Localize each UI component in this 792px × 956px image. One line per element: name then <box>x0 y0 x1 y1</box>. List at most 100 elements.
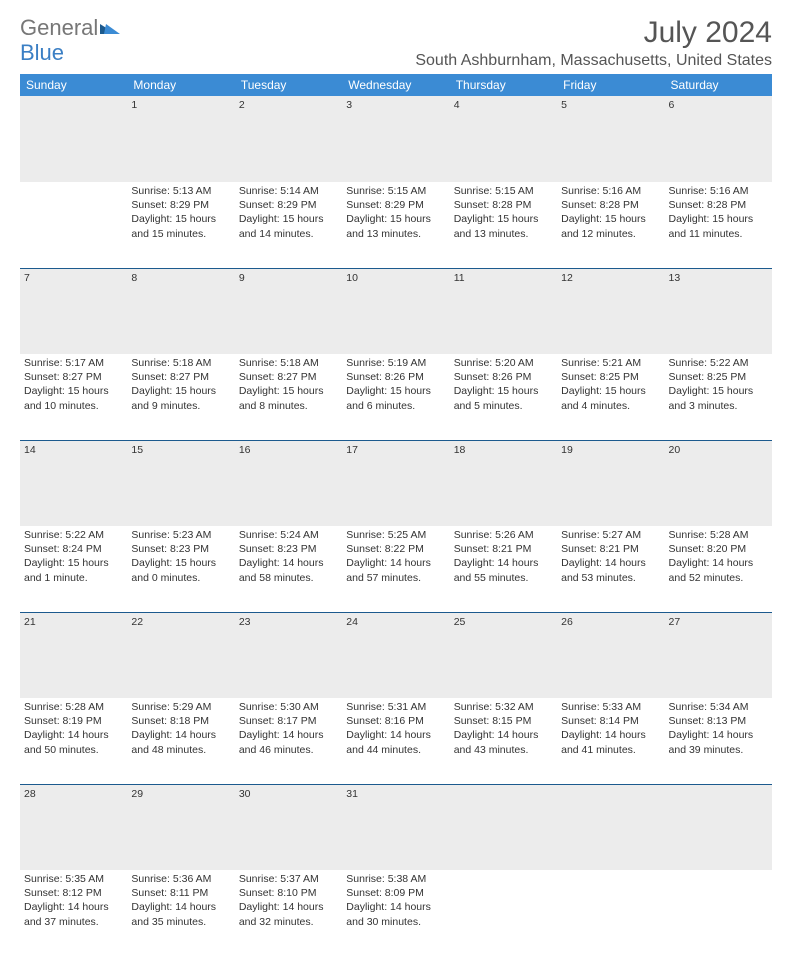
sunset: Sunset: 8:28 PM <box>669 198 768 212</box>
sunset: Sunset: 8:23 PM <box>131 542 230 556</box>
sunrise: Sunrise: 5:22 AM <box>669 356 768 370</box>
day-cell: Sunrise: 5:34 AMSunset: 8:13 PMDaylight:… <box>665 698 772 784</box>
day-number <box>450 784 557 870</box>
sunrise: Sunrise: 5:27 AM <box>561 528 660 542</box>
header: General Blue July 2024 South Ashburnham,… <box>20 16 772 70</box>
day-cell: Sunrise: 5:24 AMSunset: 8:23 PMDaylight:… <box>235 526 342 612</box>
daylight: Daylight: 14 hours and 50 minutes. <box>24 728 123 756</box>
weekday-header: Wednesday <box>342 74 449 96</box>
daylight: Daylight: 15 hours and 9 minutes. <box>131 384 230 412</box>
day-cell: Sunrise: 5:20 AMSunset: 8:26 PMDaylight:… <box>450 354 557 440</box>
daylight: Daylight: 15 hours and 5 minutes. <box>454 384 553 412</box>
week-row: Sunrise: 5:28 AMSunset: 8:19 PMDaylight:… <box>20 698 772 784</box>
daylight: Daylight: 14 hours and 55 minutes. <box>454 556 553 584</box>
sunrise: Sunrise: 5:23 AM <box>131 528 230 542</box>
day-number: 11 <box>450 268 557 354</box>
week-row: Sunrise: 5:22 AMSunset: 8:24 PMDaylight:… <box>20 526 772 612</box>
sunrise: Sunrise: 5:18 AM <box>131 356 230 370</box>
day-number: 26 <box>557 612 664 698</box>
day-cell: Sunrise: 5:25 AMSunset: 8:22 PMDaylight:… <box>342 526 449 612</box>
sunrise: Sunrise: 5:28 AM <box>669 528 768 542</box>
day-number-row: 123456 <box>20 96 772 182</box>
sunrise: Sunrise: 5:22 AM <box>24 528 123 542</box>
sunset: Sunset: 8:10 PM <box>239 886 338 900</box>
day-number: 21 <box>20 612 127 698</box>
sunset: Sunset: 8:27 PM <box>239 370 338 384</box>
daylight: Daylight: 15 hours and 13 minutes. <box>346 212 445 240</box>
sunset: Sunset: 8:29 PM <box>346 198 445 212</box>
sunset: Sunset: 8:25 PM <box>669 370 768 384</box>
daylight: Daylight: 15 hours and 10 minutes. <box>24 384 123 412</box>
day-number: 15 <box>127 440 234 526</box>
sunset: Sunset: 8:21 PM <box>454 542 553 556</box>
week-row: Sunrise: 5:17 AMSunset: 8:27 PMDaylight:… <box>20 354 772 440</box>
daylight: Daylight: 15 hours and 13 minutes. <box>454 212 553 240</box>
sunrise: Sunrise: 5:18 AM <box>239 356 338 370</box>
sunrise: Sunrise: 5:32 AM <box>454 700 553 714</box>
day-number: 13 <box>665 268 772 354</box>
daylight: Daylight: 15 hours and 1 minute. <box>24 556 123 584</box>
sunset: Sunset: 8:26 PM <box>346 370 445 384</box>
sunset: Sunset: 8:24 PM <box>24 542 123 556</box>
day-number-row: 14151617181920 <box>20 440 772 526</box>
day-cell: Sunrise: 5:32 AMSunset: 8:15 PMDaylight:… <box>450 698 557 784</box>
day-number-row: 21222324252627 <box>20 612 772 698</box>
sunrise: Sunrise: 5:38 AM <box>346 872 445 886</box>
sunset: Sunset: 8:16 PM <box>346 714 445 728</box>
day-number: 24 <box>342 612 449 698</box>
day-number: 17 <box>342 440 449 526</box>
sunrise: Sunrise: 5:20 AM <box>454 356 553 370</box>
sunset: Sunset: 8:14 PM <box>561 714 660 728</box>
sunrise: Sunrise: 5:14 AM <box>239 184 338 198</box>
sunset: Sunset: 8:20 PM <box>669 542 768 556</box>
sunrise: Sunrise: 5:16 AM <box>669 184 768 198</box>
day-number: 7 <box>20 268 127 354</box>
day-cell <box>450 870 557 956</box>
sunrise: Sunrise: 5:16 AM <box>561 184 660 198</box>
daylight: Daylight: 14 hours and 58 minutes. <box>239 556 338 584</box>
daylight: Daylight: 15 hours and 12 minutes. <box>561 212 660 240</box>
day-number: 29 <box>127 784 234 870</box>
daylight: Daylight: 14 hours and 57 minutes. <box>346 556 445 584</box>
day-cell: Sunrise: 5:35 AMSunset: 8:12 PMDaylight:… <box>20 870 127 956</box>
sunset: Sunset: 8:15 PM <box>454 714 553 728</box>
sunrise: Sunrise: 5:35 AM <box>24 872 123 886</box>
sunset: Sunset: 8:23 PM <box>239 542 338 556</box>
day-cell: Sunrise: 5:14 AMSunset: 8:29 PMDaylight:… <box>235 182 342 268</box>
sunrise: Sunrise: 5:17 AM <box>24 356 123 370</box>
day-cell: Sunrise: 5:38 AMSunset: 8:09 PMDaylight:… <box>342 870 449 956</box>
day-number: 9 <box>235 268 342 354</box>
sunset: Sunset: 8:17 PM <box>239 714 338 728</box>
day-cell: Sunrise: 5:15 AMSunset: 8:28 PMDaylight:… <box>450 182 557 268</box>
sunrise: Sunrise: 5:37 AM <box>239 872 338 886</box>
sunset: Sunset: 8:27 PM <box>131 370 230 384</box>
sunrise: Sunrise: 5:29 AM <box>131 700 230 714</box>
sunset: Sunset: 8:27 PM <box>24 370 123 384</box>
daylight: Daylight: 14 hours and 48 minutes. <box>131 728 230 756</box>
day-number <box>665 784 772 870</box>
logo-flag-icon <box>100 17 120 41</box>
day-number: 2 <box>235 96 342 182</box>
day-cell: Sunrise: 5:18 AMSunset: 8:27 PMDaylight:… <box>127 354 234 440</box>
day-number: 14 <box>20 440 127 526</box>
sunrise: Sunrise: 5:13 AM <box>131 184 230 198</box>
day-number: 22 <box>127 612 234 698</box>
day-cell: Sunrise: 5:16 AMSunset: 8:28 PMDaylight:… <box>557 182 664 268</box>
weekday-header-row: Sunday Monday Tuesday Wednesday Thursday… <box>20 74 772 96</box>
day-cell: Sunrise: 5:22 AMSunset: 8:24 PMDaylight:… <box>20 526 127 612</box>
daylight: Daylight: 15 hours and 3 minutes. <box>669 384 768 412</box>
day-number <box>20 96 127 182</box>
daylight: Daylight: 14 hours and 39 minutes. <box>669 728 768 756</box>
logo: General Blue <box>20 16 120 65</box>
day-number: 30 <box>235 784 342 870</box>
sunrise: Sunrise: 5:28 AM <box>24 700 123 714</box>
day-number-row: 78910111213 <box>20 268 772 354</box>
weekday-header: Sunday <box>20 74 127 96</box>
sunrise: Sunrise: 5:33 AM <box>561 700 660 714</box>
day-number: 27 <box>665 612 772 698</box>
daylight: Daylight: 14 hours and 52 minutes. <box>669 556 768 584</box>
daylight: Daylight: 15 hours and 14 minutes. <box>239 212 338 240</box>
month-title: July 2024 <box>415 16 772 50</box>
daylight: Daylight: 14 hours and 30 minutes. <box>346 900 445 928</box>
logo-text-2: Blue <box>20 40 64 65</box>
